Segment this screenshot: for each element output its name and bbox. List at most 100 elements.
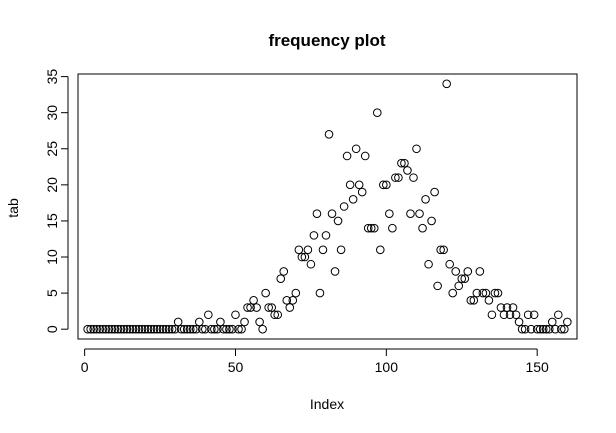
data-point — [89, 324, 98, 334]
data-point — [261, 288, 270, 298]
data-point — [306, 259, 316, 269]
data-point — [213, 324, 222, 334]
y-tick-label: 35 — [44, 69, 60, 85]
data-point — [563, 317, 572, 327]
y-axis-label: tab — [5, 198, 21, 218]
data-point — [481, 288, 491, 298]
data-point — [448, 288, 458, 298]
y-tick-label: 15 — [44, 213, 60, 229]
data-point — [237, 324, 246, 334]
x-tick-label: 150 — [525, 359, 549, 375]
y-tick-label: 5 — [44, 289, 60, 297]
data-point — [155, 324, 165, 334]
data-point — [406, 209, 415, 219]
data-point — [514, 317, 524, 327]
chart-title: frequency plot — [268, 31, 385, 50]
data-point — [104, 324, 114, 334]
data-point — [116, 324, 126, 334]
data-point — [529, 310, 539, 320]
data-point — [152, 324, 162, 334]
data-point — [541, 324, 551, 334]
data-points — [83, 79, 572, 334]
data-point — [321, 231, 331, 240]
data-point — [547, 317, 557, 327]
y-tick-label: 0 — [44, 325, 60, 333]
data-point — [463, 267, 473, 276]
data-point — [415, 209, 424, 219]
x-tick-label: 0 — [81, 359, 89, 375]
data-point — [442, 79, 451, 89]
data-point — [354, 180, 364, 190]
data-point — [487, 310, 497, 320]
data-point — [309, 231, 319, 240]
data-point — [140, 324, 150, 334]
data-point — [197, 324, 207, 334]
data-point — [240, 317, 249, 327]
data-point — [312, 209, 322, 219]
data-point — [318, 245, 328, 255]
data-point — [249, 296, 258, 305]
data-point — [557, 324, 566, 334]
data-point — [173, 317, 183, 327]
data-point — [191, 324, 201, 334]
data-point — [457, 274, 467, 283]
data-point — [466, 296, 476, 305]
data-point — [430, 187, 439, 197]
data-point — [243, 303, 252, 312]
data-point — [327, 209, 337, 219]
data-point — [330, 267, 340, 276]
data-point — [553, 310, 563, 320]
data-point — [95, 324, 105, 334]
data-point — [478, 288, 488, 298]
data-point — [201, 324, 210, 334]
data-point — [185, 324, 195, 334]
data-point — [291, 288, 301, 298]
data-point — [83, 324, 92, 334]
data-point — [523, 310, 533, 320]
data-point — [351, 144, 361, 154]
data-point — [315, 288, 325, 298]
data-point — [433, 281, 442, 291]
data-point — [149, 324, 159, 334]
y-tick-label: 25 — [44, 141, 60, 157]
data-point — [345, 180, 355, 190]
data-point — [167, 324, 177, 334]
data-point — [188, 324, 198, 334]
data-point — [493, 288, 503, 298]
data-point — [394, 173, 403, 182]
data-point — [391, 173, 400, 182]
data-point — [294, 245, 304, 255]
data-point — [92, 324, 102, 334]
data-point — [210, 324, 219, 334]
data-point — [204, 310, 213, 320]
data-point — [288, 296, 298, 305]
data-point — [336, 245, 346, 255]
data-point — [207, 324, 216, 334]
data-point — [113, 324, 123, 334]
data-point — [526, 324, 536, 334]
data-point — [436, 245, 445, 255]
data-point — [400, 158, 409, 168]
data-point — [222, 324, 231, 334]
data-point — [234, 324, 243, 334]
data-point — [255, 317, 264, 327]
data-point — [369, 223, 379, 233]
data-point — [421, 194, 430, 204]
data-point — [445, 259, 454, 269]
data-point — [119, 324, 129, 334]
data-point — [194, 317, 204, 327]
data-point — [385, 209, 394, 219]
data-point — [517, 324, 527, 334]
y-axis: 0 5 10 15 20 25 30 35 — [44, 69, 69, 333]
y-tick-label: 20 — [44, 177, 60, 193]
data-point — [532, 324, 542, 334]
data-point — [110, 324, 120, 334]
data-point — [469, 296, 479, 305]
data-point — [418, 223, 427, 233]
x-tick-label: 100 — [375, 359, 399, 375]
data-point — [333, 216, 343, 226]
data-point — [134, 324, 144, 334]
data-point — [508, 303, 518, 312]
data-point — [363, 223, 373, 233]
